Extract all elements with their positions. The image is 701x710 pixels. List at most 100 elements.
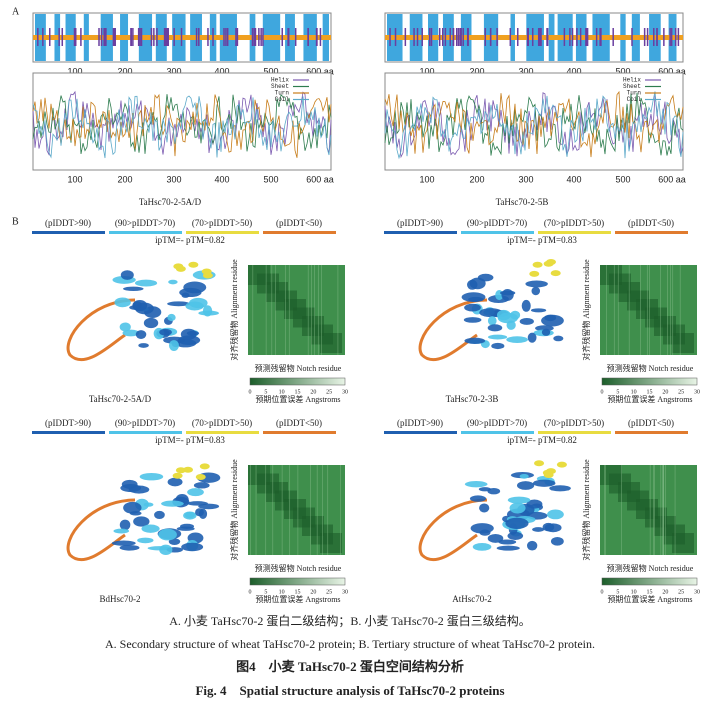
protein-domain (137, 537, 154, 544)
plddt-legend: (pIDDT<50) (276, 418, 322, 428)
sheet-stripe (457, 28, 460, 46)
protein-domain (487, 534, 504, 543)
score: ipTM=- pTM=0.82 (507, 435, 577, 445)
plddt-swatch (32, 231, 105, 234)
protein-domain (159, 544, 173, 556)
protein-domain (550, 536, 564, 546)
colorbar-tick: 15 (295, 589, 301, 595)
sheet-stripe (484, 28, 487, 46)
protein-domain (509, 502, 526, 514)
protein-domain (141, 524, 160, 533)
protein-domain (491, 342, 505, 350)
protein-domain (526, 499, 543, 509)
x-tick-label: 100 (67, 174, 82, 184)
sheet-stripe (394, 28, 397, 46)
protein-helix (543, 472, 554, 479)
sheet-stripe (459, 28, 461, 46)
protein-domain (179, 287, 202, 298)
legend-label: Coil (627, 96, 642, 103)
sheet-stripe (539, 28, 541, 46)
plddt-swatch (384, 231, 457, 234)
protein-domain (487, 334, 508, 340)
pae-block (320, 333, 342, 353)
x-tick-label: 200 (117, 174, 132, 184)
protein-domain (544, 314, 557, 322)
sheet-stripe (114, 28, 116, 46)
sheet-stripe (254, 28, 257, 46)
sheet-stripe (438, 28, 441, 46)
sheet-stripe (455, 28, 458, 46)
score: ipTM=- pTM=0.83 (507, 235, 577, 245)
legend-label: Helix (623, 77, 641, 84)
sheet-stripe (653, 28, 655, 46)
sheet-stripe (444, 28, 447, 46)
plddt-swatch (461, 231, 534, 234)
profile-line (32, 95, 332, 159)
profile-line (32, 93, 332, 158)
sheet-stripe (571, 28, 574, 46)
colorbar (249, 377, 346, 386)
sheet-stripe (262, 28, 264, 46)
sheet-stripe (669, 28, 671, 46)
protein-domain (111, 540, 136, 546)
plot-caption: AtHsc70-2 (452, 594, 492, 604)
x-tick-label: 300 (166, 66, 181, 76)
panel-label: B (12, 216, 19, 227)
protein-domain (467, 279, 478, 290)
protein-domain (487, 316, 497, 326)
sheet-stripe (226, 28, 229, 46)
protein-domain (464, 481, 488, 488)
protein-domain (487, 324, 503, 332)
protein-helix (199, 463, 210, 470)
protein-domain (183, 511, 197, 520)
plddt-legend: (70>pIDDT>50) (192, 418, 252, 428)
plddt-swatch (538, 431, 611, 434)
x-tick-label: 200 (469, 174, 484, 184)
x-tick-label: 400 (566, 66, 581, 76)
colorbar-label: 预期位置误差 Angstroms (255, 394, 340, 404)
plddt-swatch (109, 231, 182, 234)
protein-domain (549, 485, 571, 492)
protein-domain (464, 303, 481, 312)
x-tick-label: 200 (469, 66, 484, 76)
sheet-stripe (509, 28, 512, 46)
protein-domain (530, 308, 547, 313)
colorbar-tick: 20 (310, 589, 316, 595)
protein-domain (135, 302, 154, 315)
protein-domain (120, 270, 134, 280)
colorbar-tick: 25 (678, 389, 684, 395)
plddt-legend: (70>pIDDT>50) (544, 418, 604, 428)
sheet-stripe (569, 28, 571, 46)
sheet-stripe (253, 28, 255, 46)
colorbar (249, 577, 346, 586)
colorbar-tick: 25 (678, 589, 684, 595)
protein-helix (175, 265, 186, 272)
plddt-legend: (70>pIDDT>50) (192, 218, 252, 228)
plddt-legend: (90>pIDDT>70) (467, 218, 527, 228)
sheet-stripe (49, 28, 51, 46)
protein-domain (128, 485, 150, 494)
sheet-stripe (449, 28, 451, 46)
protein-domain (123, 286, 144, 291)
protein-domain (506, 336, 528, 344)
plddt-legend: (pIDDT>90) (397, 218, 443, 228)
sheet-stripe (260, 28, 262, 46)
protein-domain (186, 330, 200, 336)
protein-domain (479, 308, 503, 318)
colorbar-tick: 20 (662, 389, 668, 395)
protein-domain (119, 322, 131, 332)
sheet-stripe (430, 28, 433, 46)
protein-helix (556, 461, 567, 468)
protein-domain (535, 325, 554, 332)
protein-domain (527, 540, 538, 551)
sheet-stripe (212, 28, 214, 46)
protein-domain (521, 299, 531, 312)
sheet-stripe (137, 28, 140, 46)
sheet-stripe (80, 28, 82, 46)
colorbar-tick: 15 (295, 389, 301, 395)
sheet-stripe (576, 28, 578, 46)
sheet-stripe (166, 28, 168, 46)
protein-domain (498, 539, 517, 545)
colorbar-tick: 10 (279, 589, 285, 595)
protein-domain (464, 337, 486, 344)
